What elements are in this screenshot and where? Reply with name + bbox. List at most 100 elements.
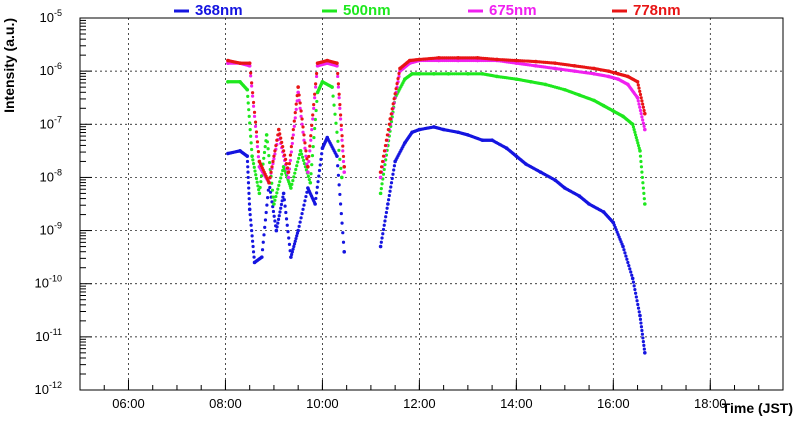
data-point	[289, 150, 293, 154]
data-point	[397, 71, 401, 76]
data-point	[333, 112, 337, 116]
data-point	[394, 87, 398, 91]
data-point	[642, 347, 646, 351]
data-point	[342, 165, 347, 169]
data-point	[261, 240, 265, 244]
y-tick-label: 10-11	[35, 327, 62, 344]
data-point	[641, 121, 645, 125]
data-point	[334, 121, 338, 125]
data-point	[281, 191, 286, 196]
data-point	[643, 127, 647, 132]
data-point	[257, 191, 262, 196]
data-point	[304, 154, 308, 158]
data-point	[637, 86, 641, 90]
data-point	[300, 155, 305, 159]
data-point	[301, 207, 305, 211]
data-point	[251, 244, 255, 249]
data-point	[341, 159, 346, 164]
data-point	[272, 157, 276, 161]
data-point	[308, 149, 312, 153]
data-point	[297, 93, 301, 97]
data-point	[313, 92, 317, 96]
data-point	[293, 171, 297, 175]
data-point	[277, 183, 281, 187]
data-point	[249, 134, 253, 138]
data-point	[308, 144, 312, 148]
data-point	[282, 198, 286, 202]
legend: 368nm 500nm 675nm 778nm	[174, 2, 681, 19]
data-point	[296, 85, 300, 89]
data-point	[254, 130, 259, 134]
data-point	[613, 225, 617, 229]
data-point	[319, 157, 323, 161]
data-point	[250, 147, 254, 152]
legend-label: 500nm	[343, 2, 391, 19]
data-point	[391, 102, 395, 106]
data-point	[268, 190, 273, 194]
data-point	[311, 117, 315, 121]
data-point	[292, 119, 296, 123]
data-point	[634, 135, 638, 140]
data-point	[298, 149, 303, 153]
data-point	[390, 176, 394, 181]
data-point	[292, 242, 297, 246]
data-point	[631, 125, 636, 129]
data-point	[299, 114, 303, 118]
data-point	[621, 244, 625, 249]
data-point	[382, 149, 387, 153]
data-point	[251, 100, 256, 105]
data-point	[274, 143, 278, 148]
data-point	[635, 95, 640, 100]
x-tick-label: 16:00	[597, 396, 630, 411]
data-point	[387, 193, 391, 198]
data-point	[378, 170, 383, 174]
data-point	[291, 133, 295, 137]
data-point	[335, 61, 339, 65]
x-tick-label: 18:00	[694, 396, 727, 411]
data-point	[336, 71, 340, 76]
data-point	[640, 99, 644, 103]
data-point	[248, 213, 252, 217]
data-point	[389, 112, 393, 116]
x-tick-label: 14:00	[500, 396, 533, 411]
x-tick-label: 12:00	[403, 396, 436, 411]
data-point	[280, 172, 284, 176]
data-point	[336, 164, 340, 168]
data-point	[642, 124, 646, 129]
data-point	[336, 173, 341, 177]
data-point	[619, 240, 623, 244]
data-point	[643, 202, 647, 206]
y-tick-label: 10-6	[40, 61, 62, 78]
data-point	[293, 239, 297, 243]
data-point	[383, 143, 388, 148]
data-point	[254, 173, 258, 177]
data-point	[259, 180, 263, 184]
data-point	[247, 114, 251, 118]
data-point	[313, 126, 317, 131]
data-point	[252, 114, 257, 118]
data-point	[337, 148, 341, 152]
data-point	[290, 252, 294, 257]
data-point	[313, 117, 317, 122]
data-point	[624, 254, 628, 258]
data-point	[317, 168, 322, 173]
data-point	[379, 186, 383, 191]
data-point	[276, 217, 281, 222]
data-point	[340, 138, 344, 142]
data-point	[338, 113, 343, 117]
data-point	[336, 82, 341, 86]
data-point	[389, 181, 394, 185]
data-series	[226, 56, 647, 355]
data-point	[313, 202, 317, 206]
data-point	[251, 104, 256, 108]
data-point	[275, 191, 279, 195]
data-point	[640, 328, 644, 333]
data-point	[636, 141, 640, 145]
data-point	[338, 192, 342, 197]
data-point	[305, 157, 309, 161]
data-point	[623, 251, 627, 255]
data-point	[617, 235, 621, 239]
series-778nm	[226, 56, 647, 185]
data-point	[296, 90, 300, 95]
data-point	[287, 242, 292, 246]
